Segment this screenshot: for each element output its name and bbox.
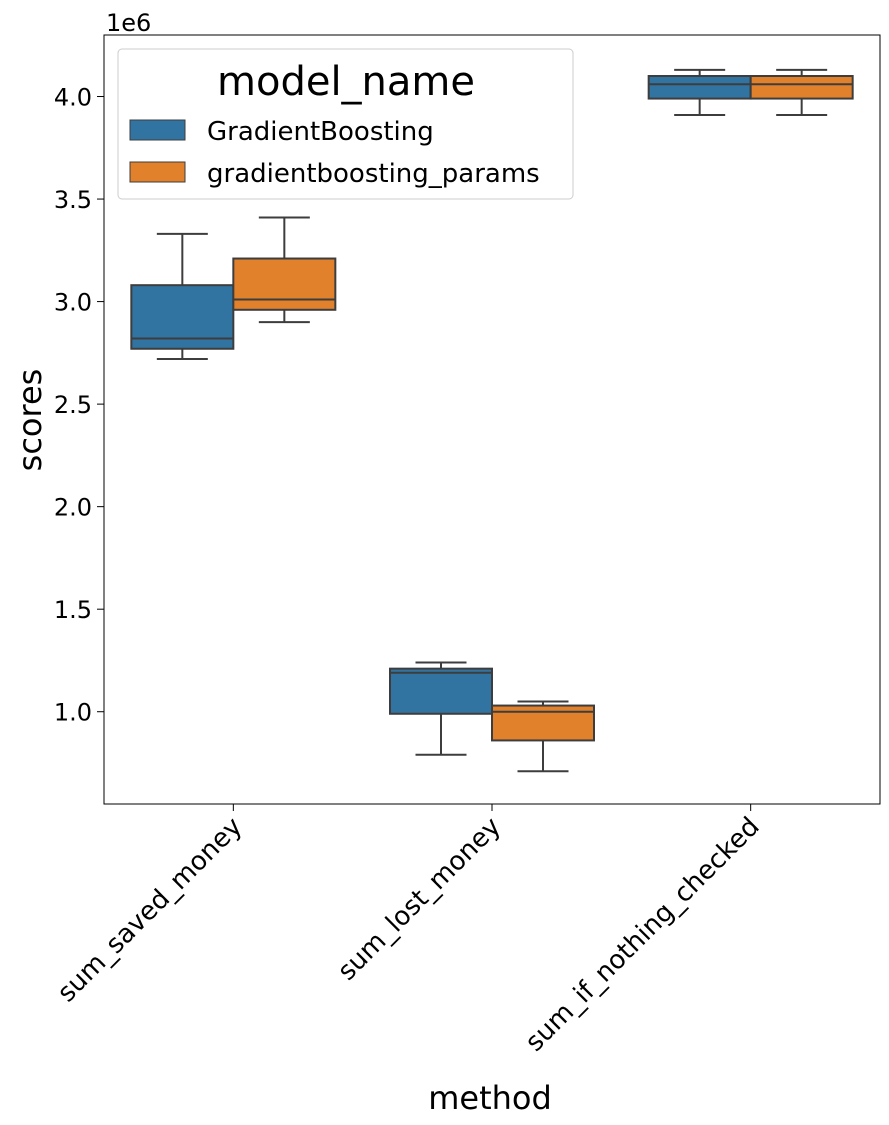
x-axis: sum_saved_money sum_lost_money sum_if_noth… [52, 804, 766, 1058]
y-tick-label: 3.0 [54, 289, 92, 317]
iqr-box [389, 667, 493, 715]
y-axis: 1.0 1.5 2.0 2.5 3.0 3.5 4.0 [54, 84, 104, 727]
y-tick-label: 2.5 [54, 391, 92, 419]
box-GradientBoosting-sum_if_nothing_checked [647, 68, 752, 116]
x-tick-label: sum_lost_money [332, 812, 507, 987]
iqr-box [647, 75, 752, 100]
plot-frame [103, 34, 881, 805]
box-gradientboosting_params-sum_saved_money [232, 216, 337, 324]
y-tick-label: 1.0 [54, 699, 92, 727]
box-gradientboosting_params-sum_if_nothing_checked [749, 68, 854, 116]
legend-swatch-gradientboosting [129, 119, 186, 141]
y-tick-label: 4.0 [54, 84, 92, 112]
legend-swatch-gradientboosting-params [129, 161, 186, 183]
y-tick-label: 2.0 [54, 494, 92, 522]
y-tick-label: 3.5 [54, 186, 92, 214]
x-axis-label: method [428, 1079, 552, 1117]
box-GradientBoosting-sum_saved_money [130, 232, 235, 361]
boxes [130, 68, 854, 773]
x-tick-label: sum_if_nothing_checked [520, 812, 766, 1058]
legend-frame [117, 48, 574, 200]
iqr-box [749, 75, 854, 100]
legend: model_name GradientBoosting gradientboos… [117, 48, 574, 200]
legend-label-gradientboosting: GradientBoosting [207, 117, 434, 147]
legend-title: model_name [217, 59, 475, 105]
box-GradientBoosting-sum_lost_money [389, 661, 493, 756]
y-tick-label: 1.5 [54, 596, 92, 624]
x-tick-label: sum_saved_money [52, 812, 248, 1008]
box-gradientboosting_params-sum_lost_money [491, 700, 595, 773]
iqr-box [232, 257, 337, 311]
offset-label: 1e6 [106, 9, 151, 37]
y-axis-label: scores [11, 369, 49, 472]
legend-label-gradientboosting-params: gradientboosting_params [207, 159, 540, 189]
